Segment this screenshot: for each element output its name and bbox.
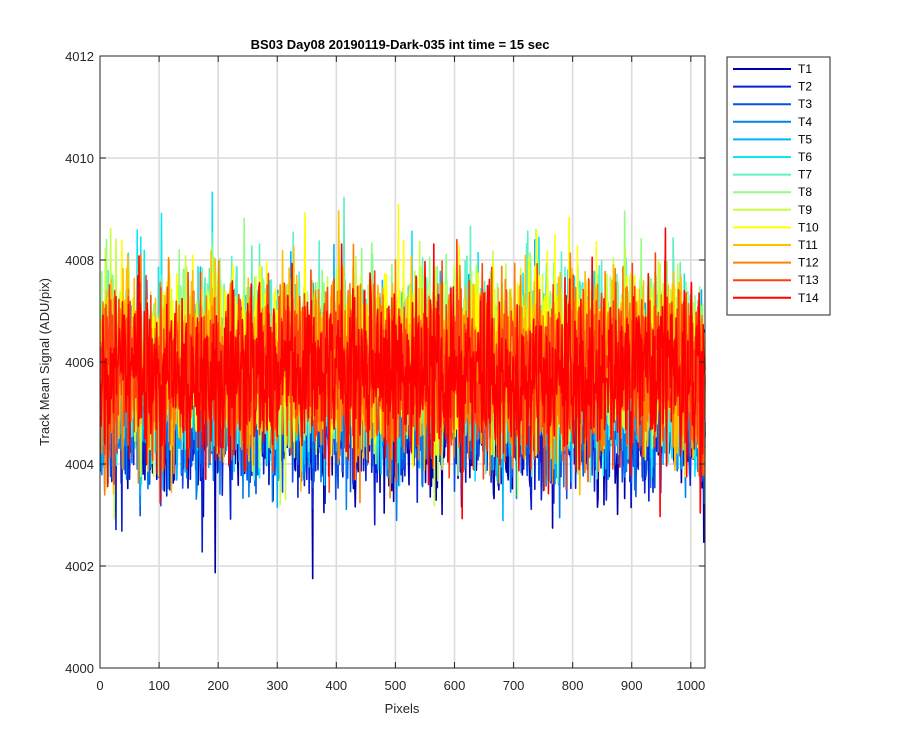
y-tick-label: 4004 [65,457,94,472]
x-tick-label: 600 [444,678,466,693]
x-tick-label: 0 [96,678,103,693]
x-axis-ticks: 0 100 200 300 400 500 600 700 800 900 1000 [96,56,705,693]
x-tick-label: 100 [148,678,170,693]
x-axis-label: Pixels [385,701,420,716]
y-tick-label: 4002 [65,559,94,574]
legend-label-t12: T12 [798,256,819,270]
x-tick-label: 700 [503,678,525,693]
legend-label-t14: T14 [798,291,819,305]
chart-title: BS03 Day08 20190119-Dark-035 int time = … [251,37,550,52]
x-tick-label: 1000 [676,678,705,693]
legend: T1 T2 T3 T4 T5 T6 T7 T8 T9 T10 T11 T12 T13 T14 [726,56,831,316]
y-axis-label: Track Mean Signal (ADU/pix) [37,278,52,446]
legend-label-t8: T8 [798,185,812,199]
legend-label-t5: T5 [798,132,812,146]
legend-label-t13: T13 [798,273,819,287]
series-lines [99,191,706,580]
y-tick-label: 4008 [65,253,94,268]
legend-label-t1: T1 [798,62,812,76]
x-tick-label: 500 [385,678,407,693]
y-tick-label: 4000 [65,661,94,676]
x-tick-label: 300 [266,678,288,693]
legend-label-t3: T3 [798,97,812,111]
y-axis-ticks: 4000 4002 4004 4006 4008 4010 4012 [65,49,705,676]
x-tick-label: 900 [621,678,643,693]
series-line-t14 [99,227,706,520]
legend-box [726,56,831,316]
x-tick-label: 200 [207,678,229,693]
legend-label-t7: T7 [798,168,812,182]
y-tick-label: 4012 [65,49,94,64]
legend-label-t4: T4 [798,115,812,129]
x-tick-label: 800 [562,678,584,693]
legend-label-t6: T6 [798,150,812,164]
legend-label-t9: T9 [798,203,812,217]
y-tick-label: 4006 [65,355,94,370]
legend-label-t11: T11 [798,238,818,252]
legend-label-t2: T2 [798,80,812,94]
y-tick-label: 4010 [65,151,94,166]
legend-label-t10: T10 [798,220,819,234]
x-tick-label: 400 [325,678,347,693]
